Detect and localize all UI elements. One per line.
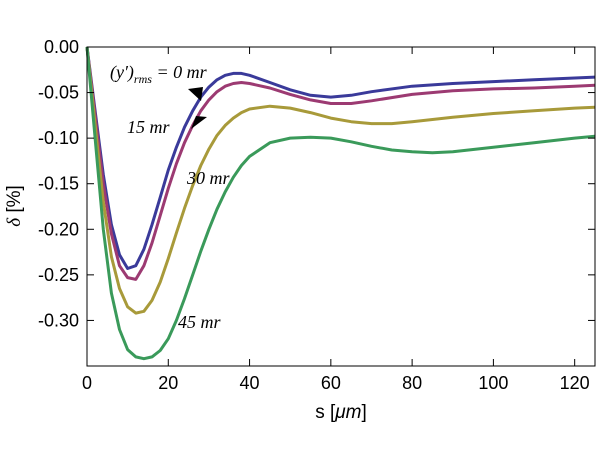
y-tick-label: -0.15 [38, 174, 79, 194]
annotation-30mr: 30 mr [186, 168, 230, 188]
x-tick-label: 40 [240, 373, 260, 393]
x-tick-label: 100 [478, 373, 508, 393]
series-line-0mr [85, 46, 596, 270]
x-axis-label-unit: μm [334, 402, 361, 423]
y-tick-label: -0.05 [38, 83, 79, 103]
x-axis-label: s [μm] [315, 402, 367, 423]
x-tick-label: 0 [82, 373, 92, 393]
x-tick-label: 60 [321, 373, 341, 393]
x-axis-label-close: ] [362, 402, 367, 423]
x-axis-label-text: s [ [315, 402, 336, 423]
annotation-15mr: 15 mr [127, 117, 170, 137]
annotation-0mr-prefix: (y′) [110, 62, 134, 83]
y-axis-label-symbol: δ [4, 217, 25, 227]
y-tick-label: -0.25 [38, 265, 79, 285]
series-line-30mr [85, 46, 596, 315]
annotation-0mr-sub: rms [134, 72, 152, 86]
arrow-15mr-icon [191, 116, 207, 129]
arrow-0mr-icon [188, 87, 203, 101]
y-axis-label: δ [%] [4, 185, 25, 227]
x-tick-label: 20 [158, 373, 178, 393]
x-tick-label: 80 [402, 373, 422, 393]
y-tick-label: -0.10 [38, 128, 79, 148]
y-tick-label: -0.20 [38, 219, 79, 239]
annotation-0mr-suffix: = 0 mr [152, 62, 208, 82]
series-line-45mr [85, 46, 596, 361]
plot-frame [86, 46, 596, 367]
y-tick-label: -0.30 [38, 310, 79, 330]
annotation-45mr: 45 mr [178, 312, 221, 332]
annotation-0mr: (y′)rms = 0 mr [110, 62, 208, 86]
x-tick-label: 120 [560, 373, 590, 393]
y-axis-label-unit: [%] [4, 185, 25, 218]
ticks-layer: 0 20 40 60 80 100 120 0.00 -0.05 -0.10 -0.15 -0.20 -… [38, 37, 595, 393]
series-line-15mr [85, 46, 596, 281]
series-layer [85, 46, 596, 361]
y-tick-label: 0.00 [44, 37, 79, 57]
